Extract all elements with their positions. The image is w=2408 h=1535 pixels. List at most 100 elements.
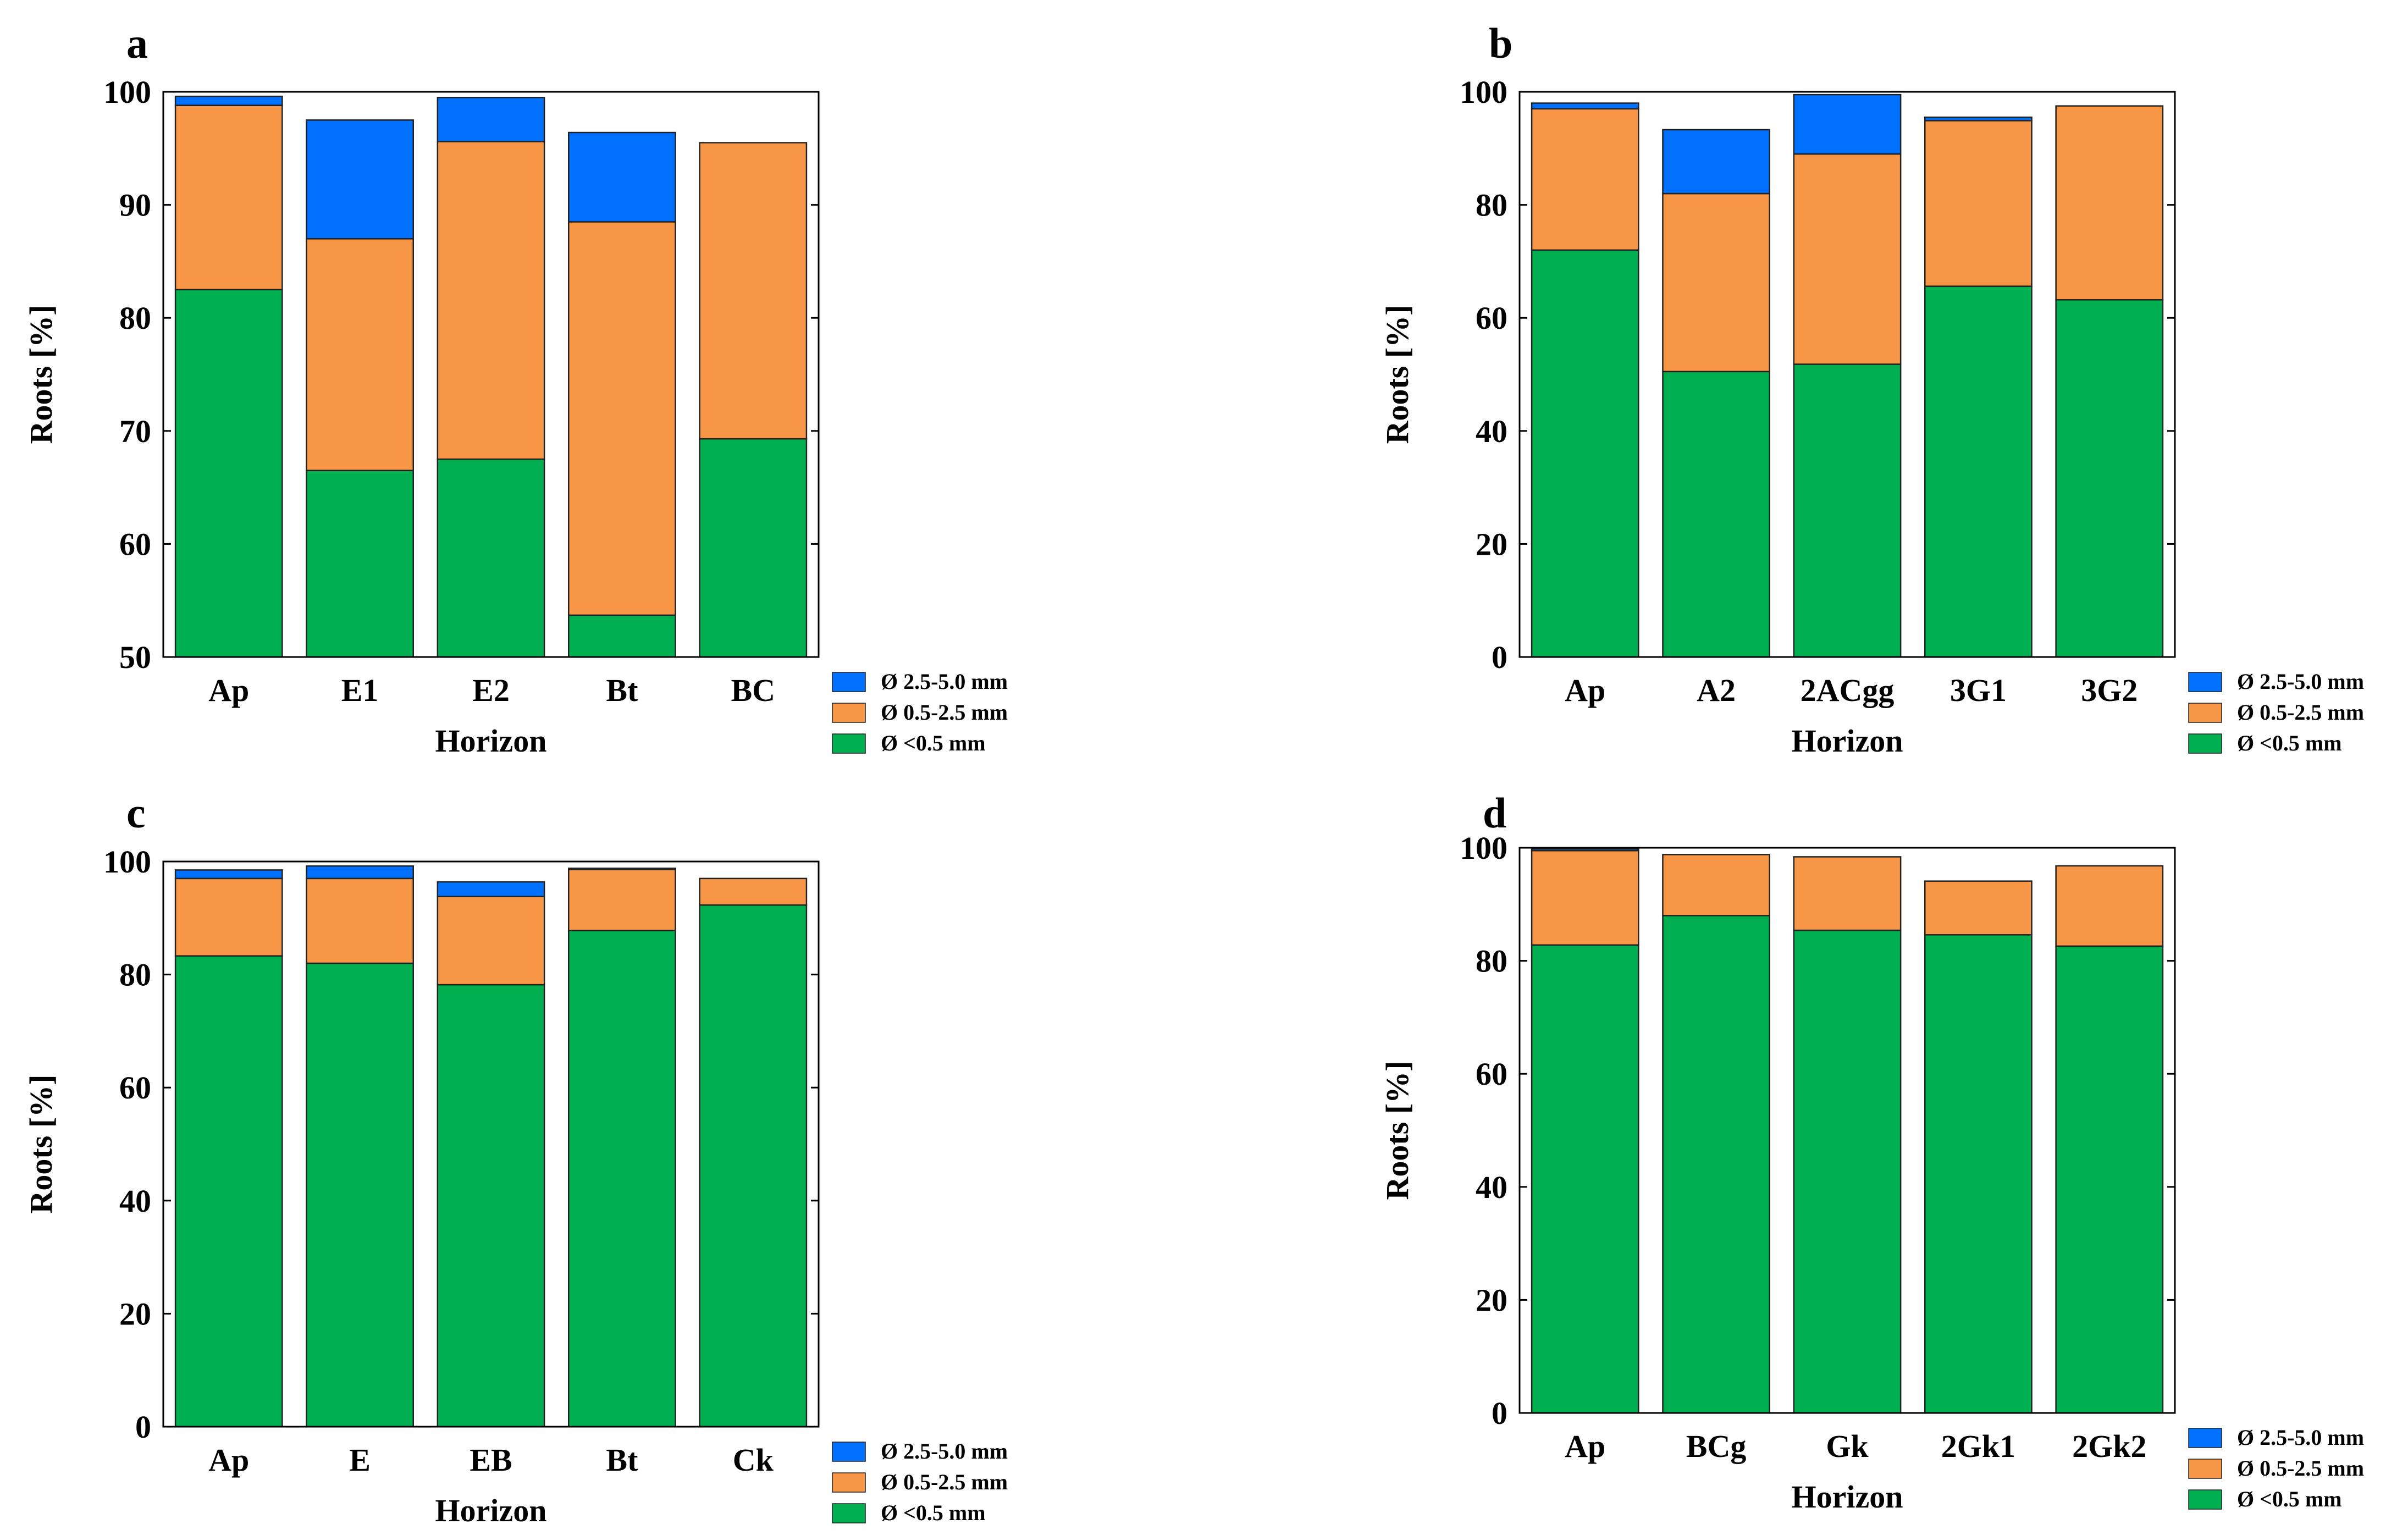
y-tick-label: 0	[135, 1409, 151, 1445]
bar-fine-Ap	[174, 289, 283, 658]
bar-coarse-E	[306, 865, 414, 880]
bar-medium-E1	[306, 238, 414, 472]
bar-medium-Ck	[699, 877, 808, 906]
panel-letter: a	[126, 19, 148, 67]
legend-label-medium: Ø 0.5-2.5 mm	[881, 1470, 1008, 1494]
y-tick-label: 60	[119, 1070, 151, 1106]
bar-medium-Ap	[1531, 108, 1639, 251]
legend: Ø 2.5-5.0 mm Ø 0.5-2.5 mm Ø <0.5 mm	[832, 669, 1008, 755]
x-tick-label: 2Gk2	[2072, 1428, 2146, 1464]
bar-medium-BC	[699, 142, 808, 440]
legend-label-fine: Ø <0.5 mm	[881, 731, 986, 755]
bar-medium-Bt	[568, 869, 676, 931]
legend-swatch-fine	[2188, 733, 2222, 754]
x-tick-label: BCg	[1686, 1428, 1747, 1464]
y-tick-label: 50	[119, 639, 151, 675]
y-tick-label: 40	[1476, 413, 1507, 449]
chart-panel-b: b 0 20 40 60 80 100 Ap A2 2ACgg 3G1 3G2 Horizon Roots…	[1379, 19, 2364, 759]
bars	[174, 95, 808, 658]
legend: Ø 2.5-5.0 mm Ø 0.5-2.5 mm Ø <0.5 mm	[832, 1439, 1008, 1525]
bar-fine-2Gk2	[2055, 945, 2164, 1414]
legend-label-fine: Ø <0.5 mm	[881, 1500, 986, 1525]
bar-coarse-Ap	[1531, 102, 1639, 110]
x-tick-label: 2ACgg	[1801, 672, 1895, 708]
bars	[1531, 93, 2164, 658]
legend: Ø 2.5-5.0 mm Ø 0.5-2.5 mm Ø <0.5 mm	[2188, 1425, 2364, 1511]
bar-fine-Gk	[1793, 929, 1902, 1414]
y-tick-label: 70	[119, 413, 151, 449]
bar-fine-E2	[437, 458, 545, 658]
x-axis-title: Horizon	[435, 1493, 547, 1528]
legend-swatch-medium	[2188, 703, 2222, 723]
bar-fine-Ap	[174, 955, 283, 1428]
legend-swatch-fine	[832, 1503, 866, 1523]
bar-coarse-Bt	[568, 131, 676, 223]
bar-coarse-Ap	[1531, 848, 1639, 852]
legend-swatch-medium	[832, 703, 866, 723]
x-tick-label: Ap	[208, 1442, 249, 1478]
legend-swatch-coarse	[832, 1442, 866, 1462]
bar-medium-E2	[437, 141, 545, 460]
bar-medium-Ap	[174, 104, 283, 291]
panel-letter: c	[126, 789, 146, 837]
bar-fine-2ACgg	[1793, 363, 1902, 658]
legend-label-coarse: Ø 2.5-5.0 mm	[881, 1439, 1008, 1464]
x-tick-label: Ck	[733, 1442, 774, 1478]
y-tick-label: 20	[1476, 526, 1507, 562]
bar-fine-E	[306, 962, 414, 1428]
x-tick-label: Ap	[208, 672, 249, 708]
x-tick-label: EB	[470, 1442, 512, 1478]
bar-medium-EB	[437, 896, 545, 986]
x-tick-label: Bt	[606, 672, 638, 708]
bar-fine-BC	[699, 438, 808, 658]
x-tick-label: BC	[731, 672, 776, 708]
y-tick-label: 60	[1476, 1056, 1507, 1092]
y-tick-label: 40	[119, 1183, 151, 1219]
y-axis-title: Roots [%]	[1379, 305, 1415, 444]
y-tick-label: 80	[1476, 187, 1507, 223]
bar-medium-3G2	[2055, 105, 2164, 301]
bar-fine-3G1	[1924, 285, 2033, 658]
legend-swatch-coarse	[2188, 1428, 2222, 1448]
y-tick-label: 100	[103, 74, 151, 110]
plot-frame	[162, 91, 820, 658]
bar-fine-Ck	[699, 904, 808, 1428]
legend-swatch-medium	[2188, 1459, 2222, 1479]
x-tick-label: Gk	[1826, 1428, 1869, 1464]
x-axis-title: Horizon	[1792, 723, 1903, 759]
legend-label-fine: Ø <0.5 mm	[2237, 1487, 2342, 1511]
x-tick-label: A2	[1697, 672, 1736, 708]
bar-coarse-E2	[437, 97, 545, 142]
x-tick-label: 2Gk1	[1941, 1428, 2015, 1464]
bar-fine-2Gk1	[1924, 934, 2033, 1414]
bar-fine-EB	[437, 984, 545, 1428]
bar-coarse-3G1	[1924, 117, 2033, 122]
plot-frame	[1518, 91, 2176, 658]
y-tick-label: 100	[1460, 74, 1507, 110]
bar-medium-2ACgg	[1793, 153, 1902, 365]
bar-fine-BCg	[1662, 915, 1770, 1414]
bar-medium-Ap	[174, 877, 283, 957]
legend-swatch-coarse	[2188, 672, 2222, 692]
chart-panel-c: c 0 20 40 60 80 100 Ap E EB Bt Ck Horizon Roots [%] Ø …	[23, 789, 1008, 1528]
x-tick-label: E2	[472, 672, 510, 708]
x-axis-title: Horizon	[1792, 1479, 1903, 1515]
x-tick-label: 3G1	[1950, 672, 2007, 708]
bar-coarse-A2	[1662, 129, 1770, 195]
bar-medium-2Gk2	[2055, 865, 2164, 947]
x-tick-label: E1	[341, 672, 379, 708]
bar-coarse-Ap	[174, 869, 283, 880]
bar-coarse-Ap	[174, 95, 283, 106]
chart-panel-d: d 0 20 40 60 80 100 Ap BCg Gk 2Gk1 2Gk2 Horizon Roots…	[1379, 789, 2364, 1515]
y-tick-label: 100	[1460, 830, 1507, 866]
chart-panel-a: a 50 60 70 80 90 100 Ap E1 E2 Bt BC Horizon Roots [%]…	[23, 19, 1008, 759]
x-tick-label: 3G2	[2081, 672, 2138, 708]
bar-coarse-2ACgg	[1793, 93, 1902, 155]
legend-label-medium: Ø 0.5-2.5 mm	[2237, 1456, 2364, 1481]
bar-medium-Bt	[568, 221, 676, 616]
bar-medium-3G1	[1924, 120, 2033, 287]
y-tick-label: 80	[119, 300, 151, 336]
legend-swatch-fine	[2188, 1489, 2222, 1510]
x-tick-label: Ap	[1565, 1428, 1605, 1464]
